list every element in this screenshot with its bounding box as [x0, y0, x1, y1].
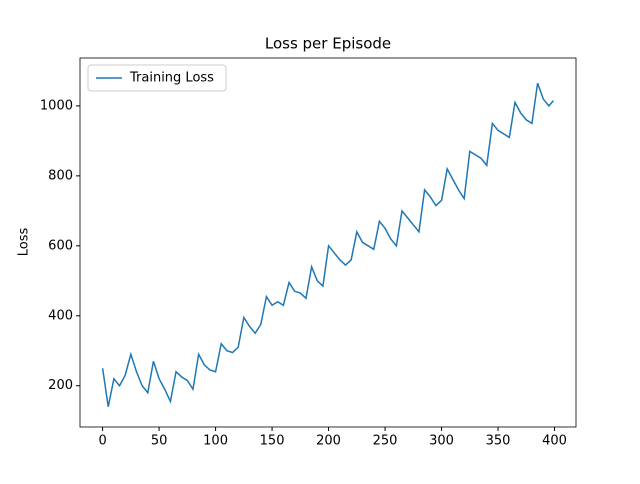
x-tick-label: 100 [203, 434, 228, 449]
y-axis-label: Loss [17, 228, 32, 257]
line-series [101, 82, 554, 407]
y-tick-label: 800 [48, 168, 73, 183]
x-tick-label: 0 [98, 434, 106, 449]
legend-label: Training Loss [129, 71, 214, 86]
x-tick-label: 400 [542, 434, 567, 449]
y-tick-label: 400 [48, 308, 73, 323]
y-tick-label: 600 [48, 238, 73, 253]
x-tick-label: 250 [373, 434, 398, 449]
x-tick-label: 350 [486, 434, 511, 449]
x-tick-label: 50 [151, 434, 168, 449]
chart-title: Loss per Episode [265, 35, 391, 53]
x-tick-label: 200 [316, 434, 341, 449]
x-tick-label: 300 [429, 434, 454, 449]
plot-frame [79, 57, 577, 428]
x-tick-label: 150 [260, 434, 285, 449]
y-tick-label: 1000 [40, 98, 73, 113]
legend-box [87, 64, 227, 92]
y-tick-label: 200 [48, 378, 73, 393]
